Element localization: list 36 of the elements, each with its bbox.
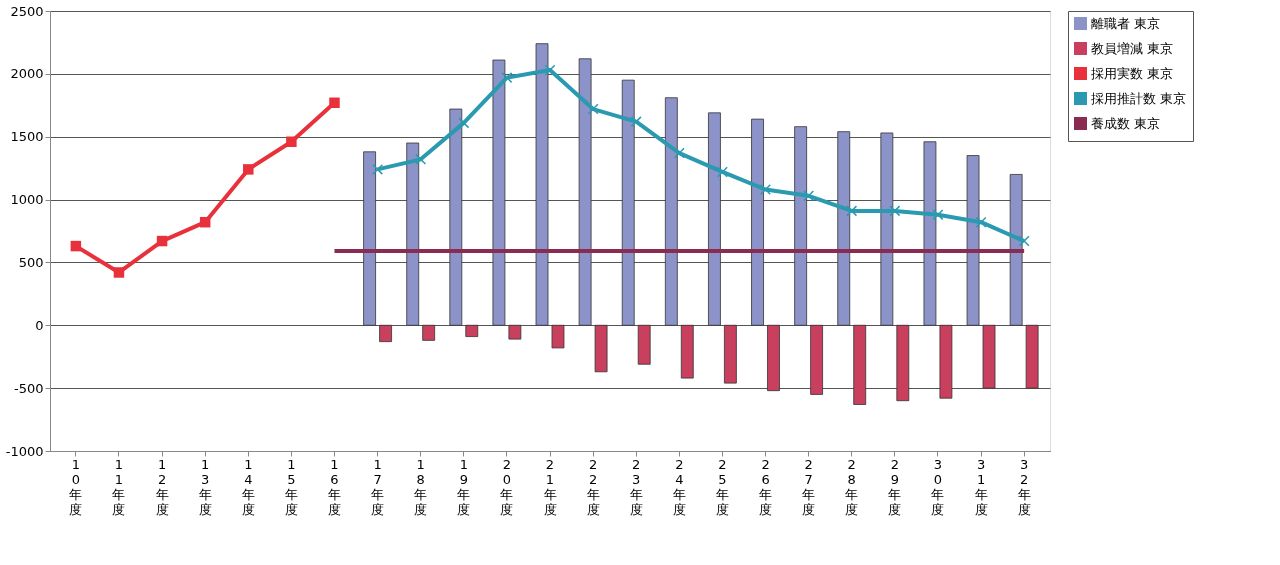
y-tick-label: 1500 [10, 129, 44, 145]
y-tick-label: -500 [13, 380, 44, 396]
x-tick-label: 32年度 [1017, 456, 1031, 517]
x-tick-label: 23年度 [629, 456, 643, 517]
x-tick-label: 22年度 [586, 456, 600, 517]
x-tick-label: 24年度 [672, 456, 686, 517]
legend-label: 離職者 東京 [1091, 15, 1161, 31]
x-tick-label: 17年度 [371, 456, 385, 517]
x-tick-label: 30年度 [931, 456, 945, 517]
y-tick-label: -1000 [5, 443, 44, 459]
x-tick-label: 12年度 [155, 456, 169, 517]
x-tick-label: 20年度 [500, 456, 514, 517]
x-tick-label: 27年度 [802, 456, 816, 517]
y-tick-label: 2500 [10, 3, 44, 19]
x-tick-label: 15年度 [284, 456, 298, 517]
x-tick-label: 25年度 [715, 456, 729, 517]
x-tick-label: 31年度 [974, 456, 988, 517]
x-tick-label: 29年度 [888, 456, 902, 517]
y-tick-label: 500 [18, 254, 44, 270]
x-tick-label: 21年度 [543, 456, 557, 517]
y-tick-label: 2000 [10, 66, 44, 82]
x-tick-label: 11年度 [112, 456, 126, 517]
x-tick-label: 26年度 [759, 456, 773, 517]
legend-label: 採用推計数 東京 [1091, 90, 1187, 106]
x-tick-label: 18年度 [414, 456, 428, 517]
legend-label: 教員増減 東京 [1091, 40, 1174, 56]
x-tick-label: 19年度 [457, 456, 471, 517]
x-tick-label: 13年度 [198, 456, 212, 517]
x-tick-label: 14年度 [241, 456, 255, 517]
y-tick-label: 0 [35, 317, 44, 333]
legend-label: 養成数 東京 [1091, 115, 1161, 131]
x-tick-label: 10年度 [69, 456, 83, 517]
x-tick-label: 28年度 [845, 456, 859, 517]
legend-label: 採用実数 東京 [1091, 65, 1174, 81]
y-tick-label: 1000 [10, 192, 44, 208]
x-tick-label: 16年度 [327, 456, 341, 517]
